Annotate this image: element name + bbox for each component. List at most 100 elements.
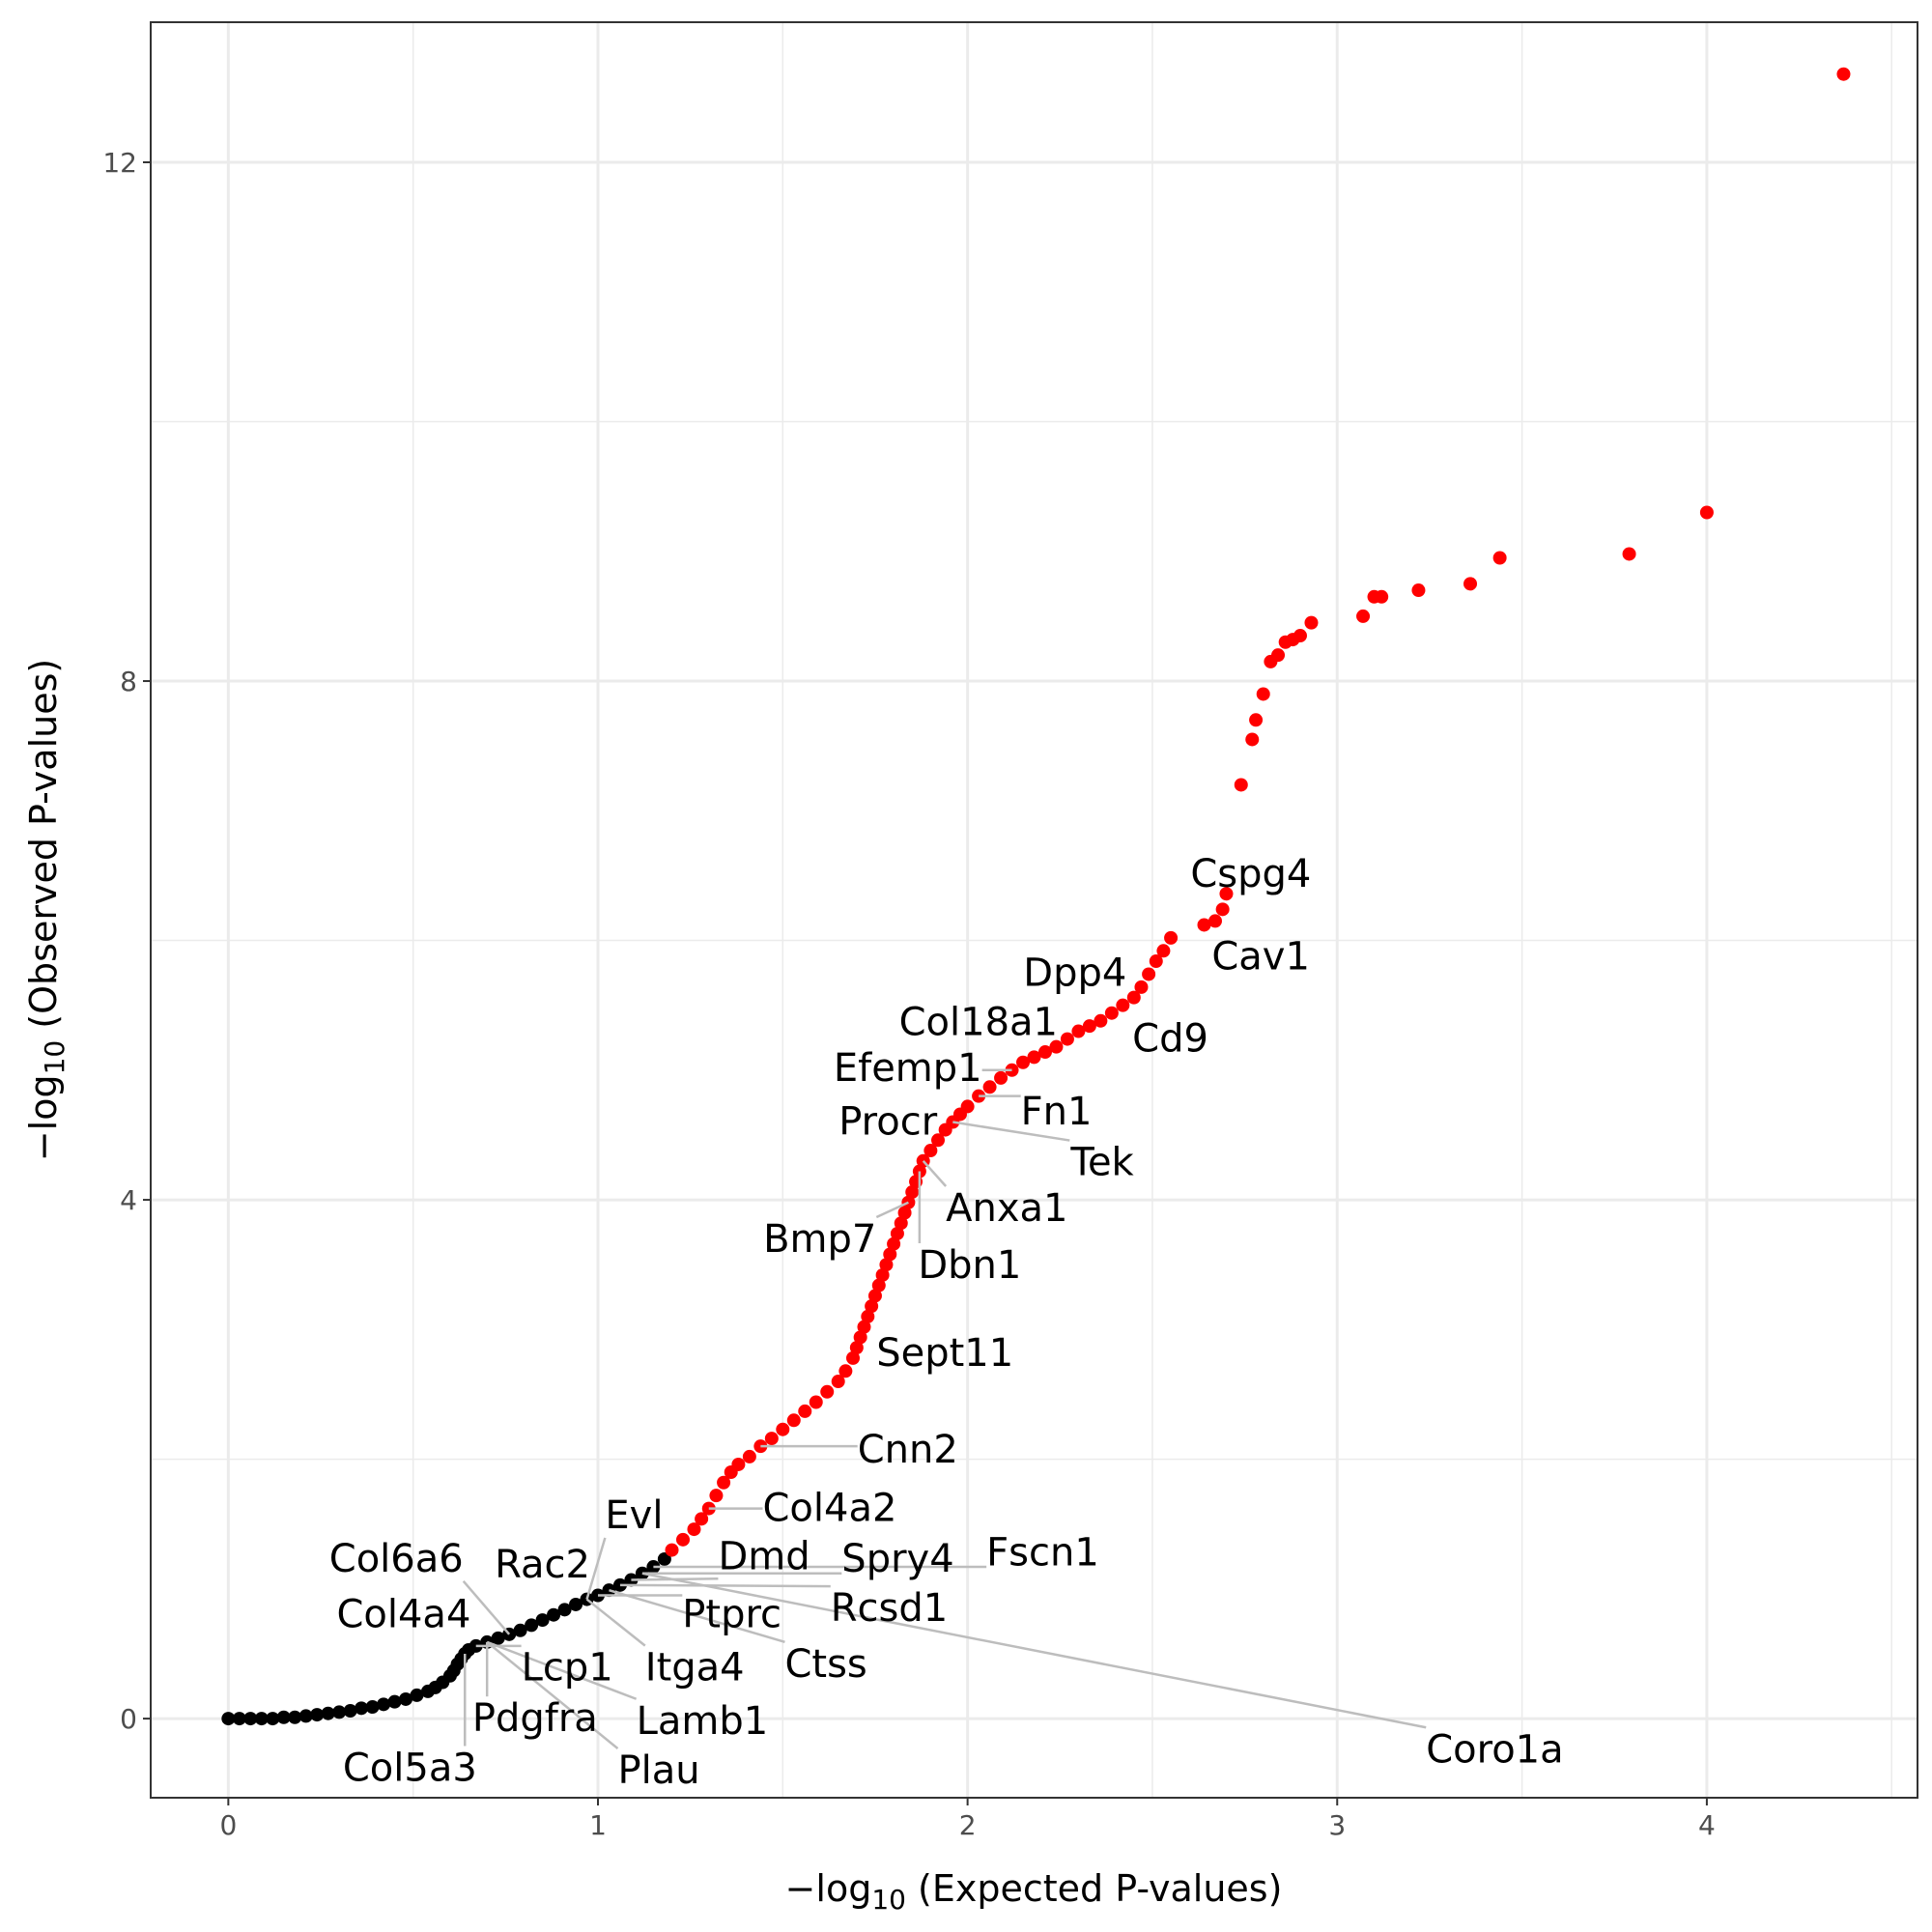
point: [365, 1700, 380, 1715]
label-line: [875, 1201, 909, 1219]
gene-label: Cspg4: [1190, 852, 1311, 896]
point: [931, 1133, 946, 1148]
point: [883, 1247, 897, 1262]
point: [1256, 687, 1270, 701]
point: [879, 1258, 894, 1272]
point: [846, 1350, 861, 1365]
gene-label: Spry4: [841, 1537, 953, 1581]
point: [809, 1395, 823, 1409]
label-line: [585, 1537, 607, 1600]
label-lines: [462, 1068, 1427, 1750]
y-tick-label: 8: [120, 666, 137, 697]
y-title-part: (Observed P-values): [22, 659, 65, 1040]
label-line: [641, 1572, 1427, 1729]
gene-label: Col5a3: [343, 1746, 477, 1790]
point: [1104, 1006, 1119, 1020]
point: [243, 1712, 258, 1726]
gene-label: Anxa1: [946, 1186, 1067, 1231]
point: [871, 1278, 886, 1293]
point: [709, 1489, 724, 1503]
gene-label: Col4a4: [336, 1593, 470, 1637]
point: [820, 1384, 835, 1399]
x-title-part: (Expected P-values): [906, 1867, 1282, 1910]
gene-label: Sept11: [876, 1331, 1013, 1376]
point: [355, 1701, 369, 1716]
gene-label: Col4a2: [763, 1486, 897, 1530]
x-tick-label: 2: [959, 1809, 977, 1841]
label-line: [922, 1159, 948, 1187]
gene-label: Fn1: [1021, 1090, 1093, 1134]
point: [675, 1532, 690, 1547]
point: [276, 1710, 291, 1724]
point: [377, 1697, 391, 1712]
point: [254, 1712, 269, 1726]
point: [994, 1070, 1009, 1085]
gene-label: Itga4: [645, 1646, 745, 1690]
point: [525, 1618, 539, 1633]
gene-label: Cd9: [1132, 1016, 1208, 1061]
point: [232, 1712, 246, 1726]
point: [831, 1375, 845, 1389]
label-line: [486, 1640, 619, 1750]
point: [1356, 609, 1371, 623]
point: [687, 1522, 701, 1537]
point: [513, 1623, 527, 1637]
gene-label: Procr: [838, 1099, 937, 1144]
gene-label: Evl: [605, 1493, 663, 1538]
point: [387, 1694, 402, 1709]
label-line: [609, 1588, 785, 1643]
point: [491, 1631, 505, 1645]
y-title-sub: 10: [39, 1040, 71, 1075]
point: [923, 1144, 938, 1158]
x-tick-label: 4: [1698, 1809, 1716, 1841]
point: [1037, 1045, 1052, 1060]
x-tick-label: 0: [219, 1809, 237, 1841]
gene-label: Coro1a: [1426, 1727, 1563, 1772]
point: [547, 1607, 561, 1622]
gene-label: Efemp1: [834, 1046, 982, 1091]
point: [1245, 732, 1260, 747]
point: [557, 1603, 572, 1617]
point: [1049, 1039, 1064, 1054]
point: [1027, 1050, 1041, 1065]
gene-label: Ptprc: [682, 1593, 781, 1637]
gene-label: Cav1: [1211, 935, 1310, 980]
point: [1699, 505, 1714, 520]
gene-label: Ctss: [784, 1642, 867, 1687]
gene-label: Rac2: [495, 1543, 590, 1587]
point: [1071, 1024, 1086, 1038]
point: [410, 1688, 424, 1702]
point: [1375, 589, 1389, 604]
y-tick-label: 4: [120, 1184, 137, 1216]
point: [310, 1708, 325, 1722]
gene-label: Lamb1: [637, 1699, 769, 1744]
point: [1304, 615, 1319, 630]
point: [1142, 967, 1156, 981]
point: [1208, 914, 1222, 928]
gene-label: Tek: [1069, 1141, 1134, 1185]
point: [717, 1475, 731, 1490]
gene-label: Dbn1: [918, 1243, 1021, 1288]
x-tick-label: 3: [1328, 1809, 1346, 1841]
point: [731, 1457, 746, 1471]
point: [853, 1330, 867, 1345]
gene-label: Pdgfra: [472, 1696, 598, 1741]
point: [764, 1432, 779, 1446]
point: [298, 1709, 313, 1723]
point: [288, 1710, 302, 1724]
gene-label: Cnn2: [858, 1428, 958, 1472]
point: [798, 1404, 812, 1418]
panel-border: [150, 21, 1918, 1799]
point: [1271, 648, 1286, 663]
point: [865, 1299, 879, 1314]
point: [1082, 1019, 1096, 1034]
point: [894, 1216, 908, 1231]
gene-label: Col6a6: [329, 1537, 464, 1581]
point: [1134, 980, 1149, 994]
label-line: [952, 1121, 1070, 1142]
point: [982, 1080, 997, 1094]
label-line: [619, 1583, 831, 1588]
